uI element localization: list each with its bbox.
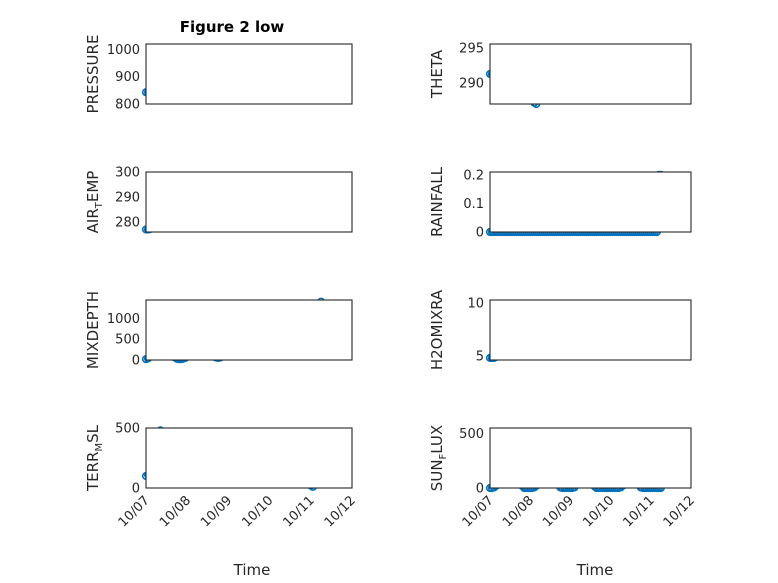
sun_flux-x-tick-label: 10/10 (580, 493, 617, 530)
x-axis-label-left: Time (233, 561, 271, 579)
terr_msl-x-tick-label: 10/10 (239, 493, 276, 530)
h2omixra-y-axis-label: H2OMIXRA (428, 289, 446, 370)
pressure-y-tick-label: 900 (115, 70, 140, 85)
terr_msl-x-tick-label: 10/09 (198, 493, 235, 530)
pressure-y-axis-label: PRESSURE (84, 35, 102, 114)
air_temp-y-tick-label: 280 (115, 216, 140, 231)
rainfall-axes-frame (489, 171, 692, 233)
pressure-y-tick-label: 800 (115, 98, 140, 113)
rainfall-y-axis-label: RAINFALL (428, 166, 446, 237)
sun_flux-subplot: 0 500 SUNFLUX 10/07 10/08 10/09 10/10 10/11 10/1… (428, 425, 698, 531)
theta-y-tick-label: 290 (459, 77, 484, 92)
pressure-subplot: 800 900 1000 PRESSURE (84, 35, 353, 114)
air_temp-subplot: 280 290 300 AIRTEMP (84, 166, 353, 234)
mixdepth-y-tick-label: 1000 (107, 312, 140, 327)
terr_msl-x-tick-label: 10/11 (281, 493, 318, 530)
mixdepth-subplot: 0 500 1000 MIXDEPTH (84, 291, 353, 369)
terr_msl-x-tick-label: 10/12 (322, 493, 359, 530)
air_temp-y-axis-label: AIRTEMP (84, 171, 105, 234)
rainfall-y-tick-label: 0.1 (463, 197, 484, 212)
sun_flux-y-tick-label: 0 (476, 482, 484, 497)
sun_flux-x-tick-label: 10/08 (500, 493, 537, 530)
mixdepth-y-tick-label: 0 (132, 354, 140, 369)
sun_flux-y-tick-label: 500 (459, 427, 484, 442)
h2omixra-y-tick-label: 5 (476, 349, 484, 364)
rainfall-subplot: 0 0.1 0.2 RAINFALL (428, 166, 692, 241)
terr_msl-x-tick-label: 10/07 (116, 493, 153, 530)
terr_msl-subplot: 0 500 TERRMSL 10/07 10/08 10/09 10/10 10/11 10/1… (84, 422, 359, 531)
terr_msl-y-tick-label: 500 (115, 422, 140, 437)
air_temp-y-tick-label: 290 (115, 191, 140, 206)
terr_msl-x-tick-label: 10/08 (157, 493, 194, 530)
sun_flux-x-tick-label: 10/11 (621, 493, 658, 530)
x-axis-label-right: Time (576, 561, 614, 579)
pressure-axes-frame (145, 43, 353, 105)
sun_flux-y-axis-label: SUNFLUX (428, 425, 449, 491)
theta-subplot: 290 295 THETA (428, 42, 692, 109)
rainfall-y-tick-label: 0.2 (463, 168, 484, 183)
sun_flux-x-tick-label: 10/07 (460, 493, 497, 530)
sun_flux-x-tick-label: 10/09 (540, 493, 577, 530)
theta-axes-frame (489, 43, 692, 105)
pressure-y-tick-label: 1000 (107, 43, 140, 58)
terr_msl-y-axis-label: TERRMSL (84, 424, 105, 492)
rainfall-y-tick-label: 0 (476, 226, 484, 241)
sun_flux-axes-frame (489, 427, 692, 489)
sun_flux-x-tick-label: 10/12 (661, 493, 698, 530)
h2omixra-axes-frame (489, 299, 692, 361)
figure-title: Figure 2 low (180, 18, 285, 36)
air_temp-axes-frame (145, 171, 353, 233)
theta-y-tick-label: 295 (459, 42, 484, 57)
mixdepth-y-axis-label: MIXDEPTH (84, 291, 102, 369)
h2omixra-subplot: 5 10 H2OMIXRA (428, 289, 692, 370)
theta-y-axis-label: THETA (428, 49, 446, 99)
air_temp-y-tick-label: 300 (115, 166, 140, 181)
h2omixra-y-tick-label: 10 (467, 297, 484, 312)
mixdepth-axes-frame (145, 299, 353, 361)
terr_msl-axes-frame (145, 427, 353, 489)
mixdepth-y-tick-label: 500 (115, 333, 140, 348)
terr_msl-y-tick-label: 0 (132, 482, 140, 497)
